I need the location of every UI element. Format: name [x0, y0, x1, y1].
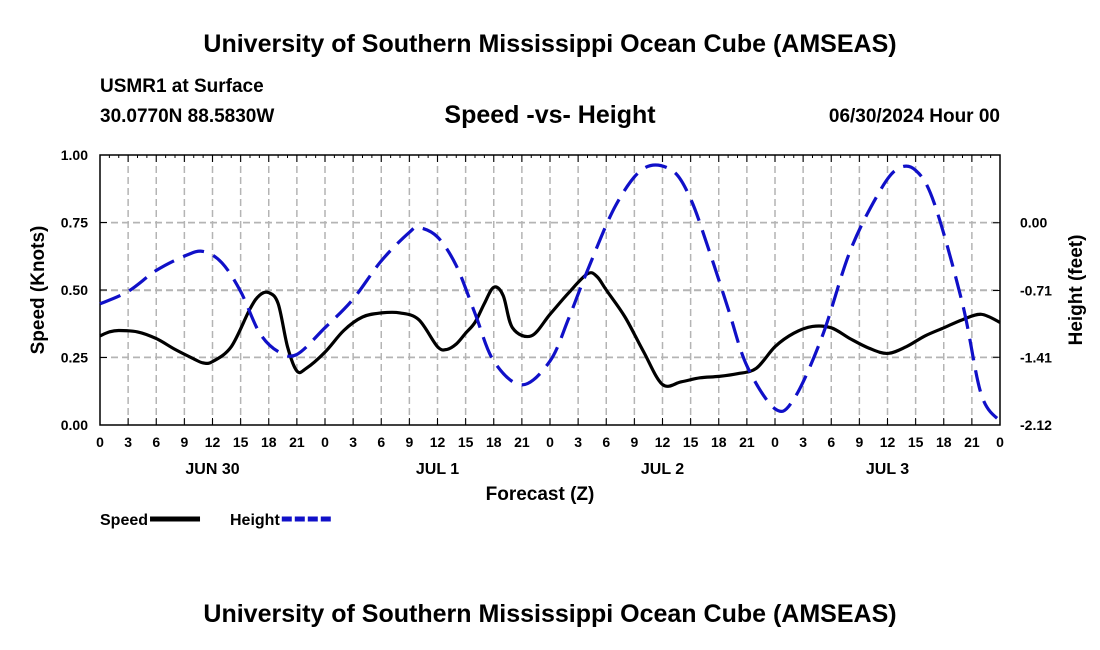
- speed-series-line: [99, 271, 1001, 388]
- x-tick-label: 12: [430, 434, 446, 450]
- x-tick-label: 9: [405, 434, 413, 450]
- legend: Speed Height: [100, 512, 332, 529]
- x-day-label: JUL 2: [641, 461, 684, 478]
- x-day-label: JUL 1: [416, 461, 459, 478]
- x-tick-label: 9: [180, 434, 188, 450]
- x-tick-label: 21: [739, 434, 755, 450]
- x-tick-label: 6: [152, 434, 160, 450]
- x-tick-label: 15: [908, 434, 924, 450]
- x-tick-label: 3: [349, 434, 357, 450]
- x-tick-label: 3: [799, 434, 807, 450]
- y-tick-label: 0.00: [61, 417, 88, 433]
- x-tick-label: 0: [996, 434, 1004, 450]
- station-label: USMR1 at Surface: [100, 76, 264, 97]
- y-tick-label: 0.50: [61, 282, 88, 298]
- grid: [100, 155, 1000, 425]
- x-tick-label: 0: [321, 434, 329, 450]
- x-tick-label: 6: [827, 434, 835, 450]
- forecast-datestamp: 06/30/2024 Hour 00: [828, 106, 1000, 127]
- x-tick-label: 9: [855, 434, 863, 450]
- x-tick-label: 12: [880, 434, 896, 450]
- y-tick-label: 1.00: [61, 147, 88, 163]
- y-tick-label: 0.75: [61, 215, 88, 231]
- chart-subtitle: Speed -vs- Height: [444, 101, 656, 129]
- x-tick-label: 3: [574, 434, 582, 450]
- x-tick-label: 18: [261, 434, 277, 450]
- x-tick-label: 15: [233, 434, 249, 450]
- y-tick-label: 0.25: [61, 350, 88, 366]
- station-coordinates: 30.0770N 88.5830W: [100, 106, 275, 127]
- x-day-label: JUL 3: [866, 461, 909, 478]
- x-tick-label: 18: [936, 434, 952, 450]
- x-tick-label: 21: [289, 434, 305, 450]
- y2-tick-label: -1.41: [1020, 349, 1052, 365]
- x-tick-label: 18: [711, 434, 727, 450]
- x-tick-label: 3: [124, 434, 132, 450]
- y2-tick-label: 0.00: [1020, 215, 1047, 231]
- x-tick-label: 0: [96, 434, 104, 450]
- x-tick-label: 21: [514, 434, 530, 450]
- x-day-label: JUN 30: [185, 461, 239, 478]
- x-tick-label: 15: [458, 434, 474, 450]
- legend-label-height: Height: [230, 512, 280, 529]
- y-axis-title: Speed (Knots): [28, 226, 49, 355]
- x-tick-label: 15: [683, 434, 699, 450]
- x-tick-label: 18: [486, 434, 502, 450]
- height-series-line: [99, 163, 1002, 423]
- x-tick-label: 12: [655, 434, 671, 450]
- x-axis-title: Forecast (Z): [486, 484, 595, 505]
- y2-axis-title: Height (feet): [1066, 235, 1087, 346]
- x-tick-label: 9: [630, 434, 638, 450]
- series: [99, 163, 1002, 423]
- x-tick-label: 0: [546, 434, 554, 450]
- axes: 0 3 6 9 12 15 18 21 0 3 6 9 12 15 18 21 0 3 6 9 12 15 18 21 0 3 6 9…: [61, 147, 1052, 478]
- x-tick-label: 6: [602, 434, 610, 450]
- x-tick-label: 21: [964, 434, 980, 450]
- y2-tick-label: -0.71: [1020, 282, 1052, 298]
- x-tick-label: 6: [377, 434, 385, 450]
- x-tick-label: 0: [771, 434, 779, 450]
- footer-title: University of Southern Mississippi Ocean…: [203, 600, 897, 628]
- chart-title: University of Southern Mississippi Ocean…: [203, 30, 897, 58]
- x-tick-label: 12: [205, 434, 221, 450]
- legend-label-speed: Speed: [100, 512, 148, 529]
- y2-tick-label: -2.12: [1020, 417, 1052, 433]
